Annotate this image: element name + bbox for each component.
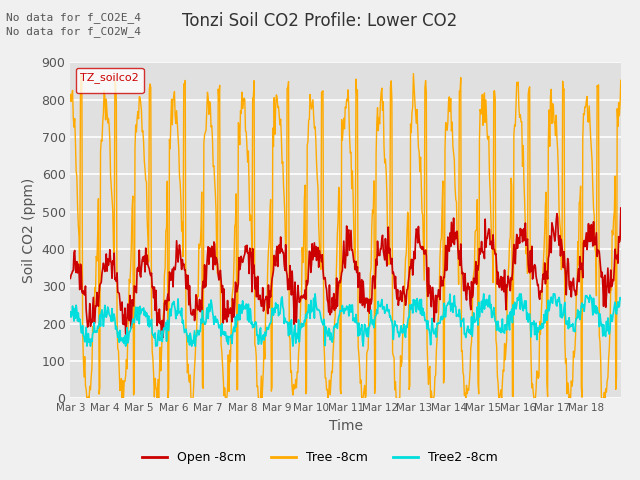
Y-axis label: Soil CO2 (ppm): Soil CO2 (ppm) (22, 178, 36, 283)
Legend: Open -8cm, Tree -8cm, Tree2 -8cm: Open -8cm, Tree -8cm, Tree2 -8cm (137, 446, 503, 469)
Text: No data for f_CO2W_4: No data for f_CO2W_4 (6, 26, 141, 37)
X-axis label: Time: Time (328, 419, 363, 433)
Text: No data for f_CO2E_4: No data for f_CO2E_4 (6, 12, 141, 23)
Legend:  (76, 68, 143, 93)
Text: Tonzi Soil CO2 Profile: Lower CO2: Tonzi Soil CO2 Profile: Lower CO2 (182, 12, 458, 30)
